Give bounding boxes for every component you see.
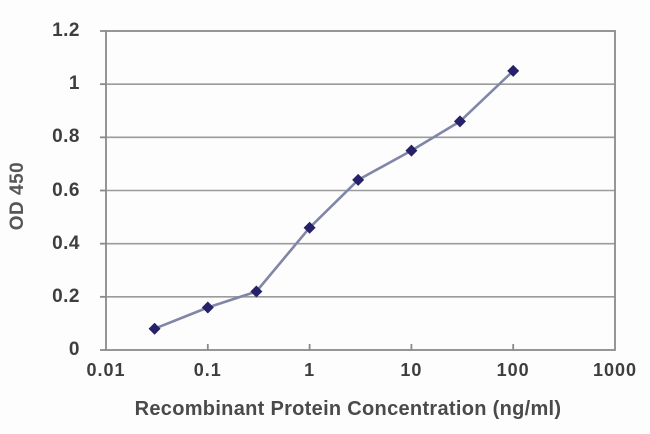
data-point-marker — [507, 64, 520, 77]
series-line — [154, 69, 515, 330]
data-point-marker — [303, 221, 316, 234]
y-axis-title: OD 450 — [7, 161, 28, 231]
plot-frame — [105, 30, 616, 351]
data-point-marker — [250, 285, 263, 298]
data-point-marker — [405, 144, 418, 157]
data-point-marker — [201, 301, 214, 314]
data-point-marker — [352, 173, 365, 186]
x-axis-title: Recombinant Protein Concentration (ng/ml… — [134, 398, 562, 420]
data-point-marker — [148, 322, 161, 335]
data-point-marker — [453, 115, 466, 128]
